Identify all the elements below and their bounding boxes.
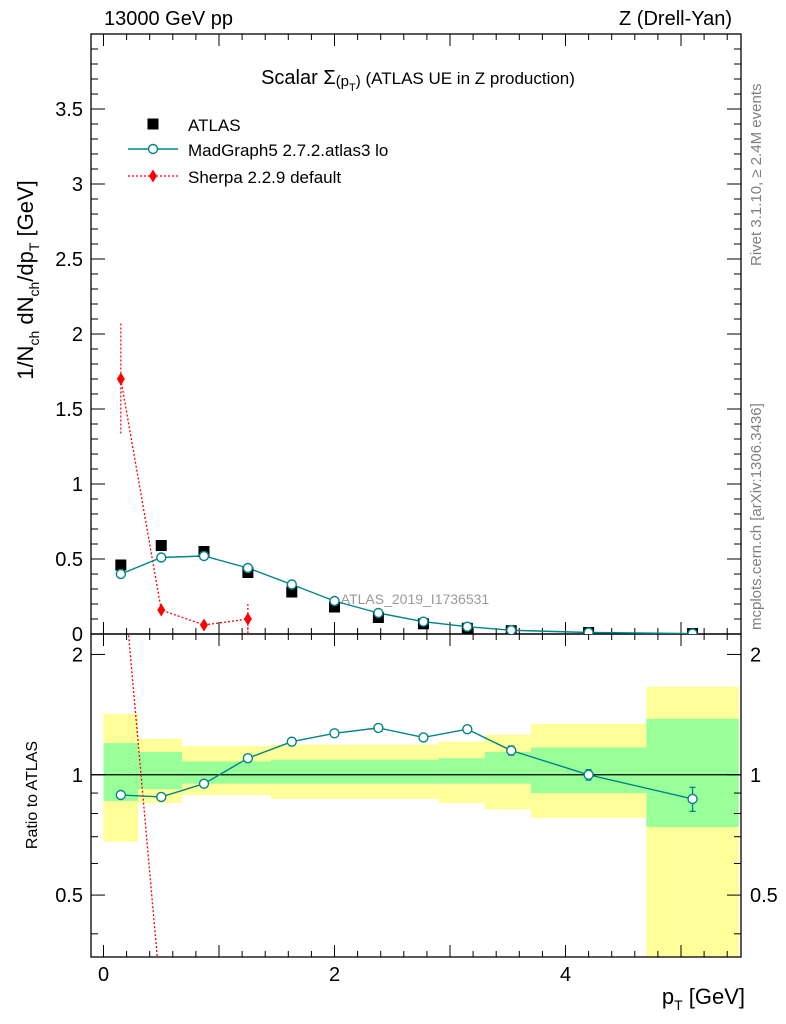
y-axis-title-part: T [26, 242, 42, 251]
madgraph-point [583, 627, 594, 634]
ratio-bands [103, 686, 739, 957]
ratio-madgraph-point [115, 789, 127, 801]
ratio-madgraph-point [687, 793, 698, 805]
madgraph-point [373, 607, 384, 619]
y-axis-title-part: dN [13, 297, 38, 331]
ratio-y-axis-title: Ratio to ATLAS [24, 741, 41, 849]
plot-title-part: (p [336, 73, 349, 90]
ratio-series-group [115, 634, 698, 957]
madgraph-point [286, 579, 297, 590]
ratio-madgraph-point [418, 732, 429, 743]
legend-madgraph-label: MadGraph5 2.7.2.atlas3 lo [188, 141, 388, 160]
sherpa-point [157, 603, 166, 617]
ratio-y-tick-label-left: 0.5 [55, 885, 83, 907]
madgraph-point [687, 628, 698, 634]
mcplots-reference-label: mcplots.cern.ch [arXiv:1306.3436] [748, 403, 765, 630]
legend-madgraph-marker [147, 143, 159, 155]
madgraph-point [242, 562, 254, 574]
x-tick-label: 0 [98, 964, 109, 986]
ratio-madgraph-line [120, 727, 693, 800]
x-axis-title: pT [GeV] [662, 984, 745, 1013]
y-tick-label: 1.5 [55, 399, 83, 421]
energy-label: 13000 GeV pp [104, 8, 233, 30]
y-tick-label: 3.5 [55, 99, 83, 121]
y-tick-label: 0.5 [55, 549, 83, 571]
sherpa-point [199, 618, 208, 632]
ratio-y-tick-label-right: 2 [750, 644, 761, 666]
madgraph-point [462, 621, 473, 632]
main-series-group [115, 323, 699, 634]
y-axis-title-part: /dp [13, 251, 38, 282]
madgraph-point [329, 595, 340, 607]
stat-uncertainty-band [438, 758, 485, 784]
plot-title-part: (ATLAS UE in Z production) [361, 69, 575, 88]
ratio-y-tick-label-right: 0.5 [750, 885, 778, 907]
y-axis-title-part: 1/N [13, 346, 38, 380]
ratio-plot-frame [90, 633, 742, 958]
y-axis-title: 1/Nch dNch/dpT [GeV] [13, 180, 42, 380]
plot-title: Scalar Σ(pT) (ATLAS UE in Z production) [261, 67, 575, 94]
ratio-madgraph-point [242, 753, 254, 764]
atlas-data-point [115, 559, 127, 571]
x-tick-label: 2 [329, 964, 340, 986]
x-axis-title-part: [GeV] [683, 984, 745, 1009]
ratio-y-tick-label-left: 2 [72, 644, 83, 666]
atlas-data-point [329, 601, 340, 613]
rivet-version-label: Rivet 3.1.10, ≥ 2.4M events [748, 83, 765, 267]
y-tick-label: 2 [72, 324, 83, 346]
ratio-madgraph-point [198, 778, 210, 789]
legend-atlas-label: ATLAS [188, 116, 241, 135]
x-axis-title-part: T [674, 997, 683, 1013]
process-label: Z (Drell-Yan) [619, 8, 732, 30]
madgraph-point [115, 568, 127, 580]
analysis-watermark: ATLAS_2019_I1736531 [341, 591, 490, 607]
legend-atlas-marker [147, 118, 159, 130]
ratio-madgraph-point [156, 791, 167, 803]
plot-title-part: Scalar Σ [261, 67, 336, 89]
ratio-madgraph-point [462, 724, 473, 735]
legend: ATLAS MadGraph5 2.7.2.atlas3 lo Sherpa 2.2… [128, 116, 388, 187]
madgraph-point [156, 552, 167, 563]
madgraph-point [418, 616, 429, 627]
y-tick-label: 0 [72, 624, 83, 646]
y-axis-title-part: [GeV] [13, 180, 38, 242]
atlas-data-point [286, 586, 298, 598]
y-tick-label: 3 [72, 174, 83, 196]
y-tick-label: 2.5 [55, 249, 83, 271]
ratio-madgraph-point [373, 722, 384, 734]
stat-uncertainty-band [138, 752, 183, 790]
ratio-y-tick-label-left: 1 [72, 765, 83, 787]
ratio-madgraph-point [329, 728, 340, 739]
y-axis-title-part: ch [26, 282, 42, 297]
plot-title-part: T [349, 82, 356, 94]
ratio-madgraph-point [506, 745, 517, 756]
ratio-madgraph-point [286, 736, 297, 747]
legend-sherpa-label: Sherpa 2.2.9 default [188, 168, 341, 187]
ratio-madgraph-point [583, 769, 594, 780]
atlas-data-point [155, 540, 167, 551]
plot-title-part: ) [356, 73, 361, 90]
madgraph-point [198, 550, 210, 562]
stat-uncertainty-band [270, 759, 439, 784]
x-tick-label: 4 [560, 964, 571, 986]
y-axis-title-part: ch [26, 331, 42, 346]
madgraph-line [120, 555, 693, 634]
legend-sherpa-marker [149, 169, 157, 183]
stat-uncertainty-band [182, 761, 271, 784]
sherpa-point [243, 612, 252, 626]
madgraph-point [506, 625, 517, 634]
ratio-y-tick-label-right: 1 [750, 765, 761, 787]
sherpa-line [120, 378, 248, 626]
ratio-sherpa-line [127, 634, 158, 957]
y-tick-label: 1 [72, 474, 83, 496]
x-axis-title-part: p [662, 984, 674, 1009]
stat-uncertainty-band [484, 752, 531, 784]
sherpa-point [116, 372, 125, 386]
